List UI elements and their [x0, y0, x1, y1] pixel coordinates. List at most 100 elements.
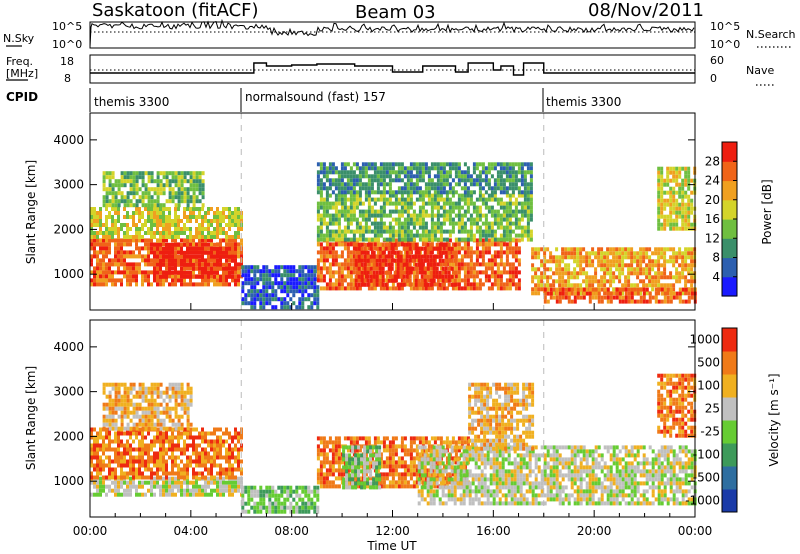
- power-cell: [481, 258, 485, 263]
- power-cell: [636, 275, 640, 280]
- power-cell: [615, 251, 619, 256]
- power-cell: [564, 283, 568, 288]
- power-cell: [240, 262, 243, 267]
- power-cell: [331, 274, 335, 279]
- power-cell: [96, 219, 99, 223]
- power-cell: [427, 213, 431, 218]
- velocity-cell: [150, 471, 153, 476]
- power-cell: [195, 183, 199, 188]
- power-cell: [313, 281, 317, 286]
- power-cell: [675, 259, 679, 264]
- velocity-cell: [144, 447, 147, 452]
- power-cell: [328, 282, 332, 287]
- power-cell: [180, 179, 184, 184]
- power-cell: [505, 166, 509, 171]
- power-cell: [102, 171, 106, 176]
- power-cell: [111, 207, 114, 211]
- power-cell: [349, 258, 353, 263]
- power-cell: [120, 171, 124, 176]
- power-cell: [141, 183, 145, 188]
- power-cell: [414, 242, 418, 247]
- power-cell: [180, 199, 184, 204]
- power-cell: [678, 182, 682, 187]
- velocity-cell: [168, 443, 171, 448]
- power-cell: [328, 266, 332, 271]
- power-cell: [156, 246, 159, 251]
- power-cell: [355, 182, 359, 187]
- power-cell: [460, 174, 464, 179]
- power-cell: [555, 255, 559, 260]
- velocity-cell: [123, 471, 126, 476]
- power-cell: [210, 278, 213, 283]
- velocity-cell: [123, 451, 126, 456]
- power-cell: [496, 213, 500, 218]
- velocity-cell: [162, 431, 165, 436]
- power-cell: [493, 209, 497, 214]
- power-cell: [325, 270, 329, 275]
- power-cell: [660, 291, 664, 296]
- power-cell: [90, 223, 93, 227]
- power-cell: [520, 209, 524, 214]
- power-cell: [343, 182, 347, 187]
- power-cell: [171, 175, 175, 180]
- velocity-cell: [90, 431, 93, 436]
- power-cell: [448, 190, 452, 195]
- power-cell: [228, 242, 231, 247]
- power-cell: [657, 259, 661, 264]
- velocity-cell: [150, 467, 153, 472]
- power-cell: [376, 229, 380, 234]
- velocity-cell: [216, 476, 219, 481]
- power-cell: [523, 213, 527, 218]
- power-cell: [618, 267, 622, 272]
- power-cell: [198, 227, 201, 231]
- power-cell: [135, 254, 138, 259]
- power-cell: [684, 287, 688, 292]
- power-cell: [543, 247, 547, 252]
- power-cell: [432, 270, 436, 275]
- power-cell: [484, 229, 488, 234]
- power-cell: [262, 285, 266, 290]
- power-cell: [681, 198, 685, 203]
- power-cell: [529, 237, 533, 242]
- velocity-cell: [171, 492, 174, 497]
- power-cell: [313, 269, 317, 274]
- velocity-cell: [126, 480, 129, 485]
- power-cell: [316, 297, 320, 302]
- power-cell: [681, 275, 685, 280]
- power-cell: [429, 282, 433, 287]
- power-cell: [180, 227, 183, 231]
- power-cell: [433, 225, 437, 230]
- power-cell: [228, 227, 231, 231]
- power-cell: [319, 201, 323, 206]
- power-cell: [301, 285, 305, 290]
- velocity-cell: [96, 467, 99, 472]
- power-cell: [481, 186, 485, 191]
- power-cell: [481, 197, 485, 202]
- power-cell: [180, 282, 183, 287]
- power-cell: [253, 293, 257, 298]
- power-cell: [363, 258, 367, 263]
- power-cell: [231, 235, 234, 239]
- power-cell: [373, 197, 377, 202]
- power-cell: [675, 206, 679, 211]
- power-cell: [150, 258, 153, 263]
- velocity-cell: [93, 467, 96, 472]
- power-colorbar-swatch: [722, 161, 737, 182]
- power-cell: [262, 305, 266, 310]
- velocity-cell: [117, 484, 120, 489]
- power-cell: [481, 166, 485, 171]
- power-cell: [447, 274, 451, 279]
- power-cell: [283, 305, 287, 310]
- power-cell: [460, 217, 464, 222]
- power-cell: [508, 233, 512, 238]
- power-cell: [171, 187, 175, 192]
- power-cell: [463, 274, 467, 279]
- power-cell: [376, 170, 380, 175]
- power-cell: [648, 247, 652, 252]
- power-cell: [129, 278, 132, 283]
- power-cell: [517, 225, 521, 230]
- power-cell: [678, 299, 682, 304]
- velocity-cell: [135, 492, 138, 497]
- power-cell: [618, 247, 622, 252]
- velocity-cell: [90, 435, 93, 440]
